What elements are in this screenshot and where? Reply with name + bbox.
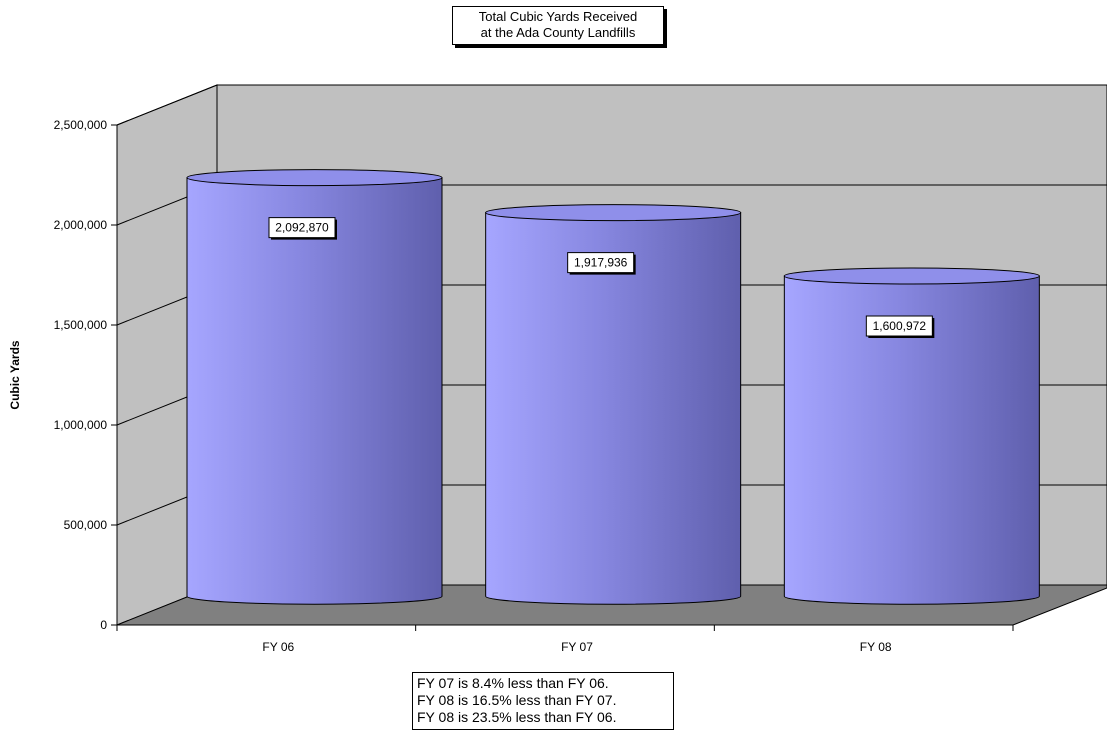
- data-label: 1,600,972: [865, 315, 935, 339]
- y-tick-label: 2,500,000: [54, 118, 108, 132]
- data-label: 2,092,870: [268, 217, 337, 240]
- bar-top: [186, 169, 443, 187]
- note-line-3: FY 08 is 23.5% less than FY 06.: [417, 709, 617, 725]
- bar-body: [186, 177, 443, 605]
- x-tick-label: FY 08: [860, 640, 892, 654]
- bar-top: [485, 204, 742, 222]
- y-tick-label: 500,000: [64, 518, 108, 532]
- note-line-2: FY 08 is 16.5% less than FY 07.: [417, 692, 617, 708]
- chart-title: Total Cubic Yards Received at the Ada Co…: [452, 6, 664, 45]
- data-label: 1,917,936: [567, 252, 636, 275]
- gridline-side: [116, 84, 218, 126]
- data-labels: 2,092,870 1,917,936 1,600,972: [268, 217, 935, 339]
- x-tick-label: FY 06: [262, 640, 294, 654]
- chart-title-line-1: Total Cubic Yards Received: [478, 9, 638, 24]
- comparison-notes: FY 07 is 8.4% less than FY 06. FY 08 is …: [412, 672, 674, 730]
- y-tick-label: 0: [100, 618, 107, 632]
- y-tick-label: 1,000,000: [54, 418, 108, 432]
- chart-title-line-2: at the Ada County Landfills: [480, 25, 636, 40]
- x-tick-label: FY 07: [561, 640, 593, 654]
- data-label-text: 1,917,936: [574, 256, 628, 270]
- bar-cylinder: [485, 204, 742, 605]
- data-label-text: 1,600,972: [873, 319, 927, 333]
- y-tick-label: 1,500,000: [54, 318, 108, 332]
- bar-cylinder: [186, 169, 443, 605]
- axes: 0 500,000 1,000,000 1,500,000 2,000,000 2,500…: [54, 118, 1014, 654]
- bar-cylinder: [783, 267, 1040, 605]
- data-label-box: [865, 315, 933, 337]
- data-label-text: 2,092,870: [275, 221, 329, 235]
- bars: [186, 169, 1040, 605]
- note-line-1: FY 07 is 8.4% less than FY 06.: [417, 675, 609, 691]
- bar-top: [783, 267, 1040, 285]
- data-label-box: [567, 252, 635, 274]
- bar-body: [783, 275, 1040, 605]
- y-tick-label: 2,000,000: [54, 218, 108, 232]
- bar-body: [485, 212, 742, 605]
- data-label-box: [268, 217, 336, 239]
- y-axis-label: Cubic Yards: [8, 340, 22, 409]
